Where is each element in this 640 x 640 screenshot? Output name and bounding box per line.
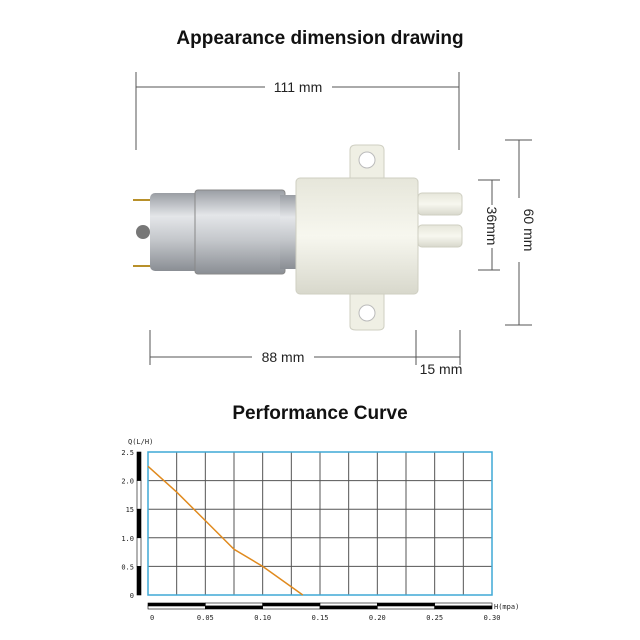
x-tick-label: 0 — [150, 614, 154, 622]
x-scale-segment — [434, 605, 493, 610]
x-scale-segment — [377, 605, 435, 610]
x-tick-label: 0.20 — [369, 614, 386, 622]
y-tick-label: 2.5 — [121, 449, 134, 457]
x-scale-segment — [434, 602, 493, 607]
x-scale-segment — [262, 602, 321, 607]
y-scale-segment — [136, 566, 142, 596]
x-scale-segment — [205, 602, 263, 607]
y-axis-label: Q(L/H) — [128, 438, 153, 446]
y-tick-label: 0 — [130, 592, 134, 600]
dim-111: 111 mm — [274, 79, 323, 95]
dim-88: 88 mm — [262, 349, 305, 365]
y-scale-segment — [136, 451, 142, 481]
dim-15: 15 mm — [420, 361, 463, 377]
y-tick-label: 2.0 — [121, 478, 134, 486]
x-scale-segment — [319, 602, 378, 607]
y-tick-label: 15 — [126, 506, 134, 514]
x-scale-segment — [262, 605, 321, 610]
y-tick-label: 0.5 — [121, 563, 134, 571]
x-scale-segment — [377, 602, 435, 607]
dimension-lines — [135, 72, 532, 365]
x-tick-label: 0.25 — [426, 614, 443, 622]
motor — [133, 189, 298, 275]
y-scale-segment — [136, 480, 142, 510]
x-scale-segment — [147, 605, 206, 610]
x-scale-segment — [147, 602, 206, 607]
pump-head — [295, 144, 463, 331]
chart-title: Performance Curve — [232, 403, 408, 424]
x-tick-label: 0.15 — [312, 614, 329, 622]
dim-60: 60 mm — [521, 209, 537, 252]
plot-frame — [147, 451, 493, 596]
x-scale-segment — [205, 605, 263, 610]
drawing-title: Appearance dimension drawing — [176, 28, 464, 49]
x-tick-label: 0.30 — [484, 614, 501, 622]
x-scale-segment — [319, 605, 378, 610]
y-scale-segment — [136, 537, 142, 567]
pump-drawing: 111 mm 60 mm 36mm 88 mm 15 mm — [133, 72, 537, 377]
dim-36: 36mm — [484, 207, 500, 246]
y-tick-label: 1.0 — [121, 535, 134, 543]
x-tick-label: 0.05 — [197, 614, 214, 622]
x-tick-label: 0.10 — [254, 614, 271, 622]
flow-curve — [147, 465, 304, 596]
x-axis-label: H(mpa) — [494, 603, 519, 611]
y-scale-segment — [136, 508, 142, 539]
